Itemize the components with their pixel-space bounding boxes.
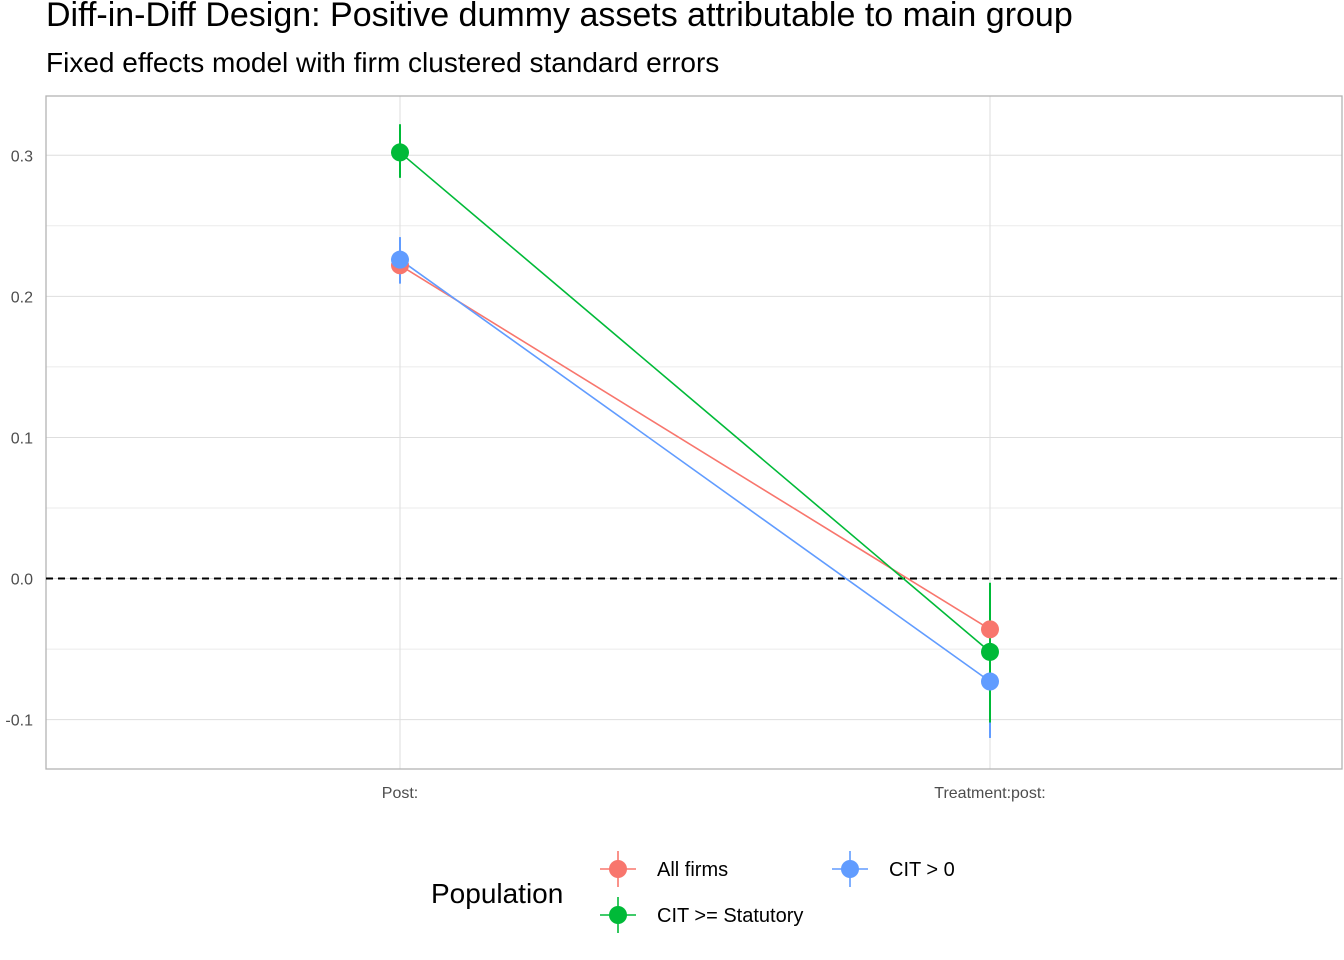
data-point — [391, 250, 409, 269]
legend-item: CIT >= Statutory — [600, 897, 803, 933]
y-tick-label: 0.2 — [11, 289, 33, 306]
y-tick-label: 0.1 — [11, 430, 33, 447]
axis-layer: -0.1 0.0 0.1 0.2 0.3 Post: Treatment:post: — [5, 95, 1343, 802]
series-line — [399, 264, 991, 631]
legend-point-key — [841, 860, 859, 878]
legend-item: All firms — [600, 851, 728, 887]
legend-title: Population — [431, 878, 563, 909]
panel-border — [45, 95, 1343, 770]
chart-title: Diff-in-Diff Design: Positive dummy asse… — [46, 0, 1073, 34]
data-point — [981, 620, 999, 639]
legend-item: CIT > 0 — [832, 851, 955, 887]
chart-subtitle: Fixed effects model with firm clustered … — [46, 47, 720, 78]
legend-point-key — [609, 906, 627, 924]
grid-layer — [46, 96, 1342, 769]
series-line — [399, 259, 991, 683]
series-layer — [391, 124, 999, 738]
series-line — [399, 151, 991, 653]
data-point — [391, 143, 409, 162]
y-tick-label: 0.3 — [11, 148, 33, 165]
legend-label: All firms — [657, 859, 728, 881]
y-tick-label: -0.1 — [5, 713, 33, 730]
legend-label: CIT > 0 — [889, 859, 955, 881]
data-point — [981, 642, 999, 661]
x-tick-label: Post: — [382, 785, 418, 802]
x-tick-label: Treatment:post: — [934, 785, 1045, 802]
legend-label: CIT >= Statutory — [657, 905, 803, 927]
legend-point-key — [609, 860, 627, 878]
y-tick-label: 0.0 — [11, 572, 33, 589]
legend: Population All firms CIT > 0 CIT >= Statuto… — [431, 851, 955, 933]
data-point — [981, 672, 999, 691]
